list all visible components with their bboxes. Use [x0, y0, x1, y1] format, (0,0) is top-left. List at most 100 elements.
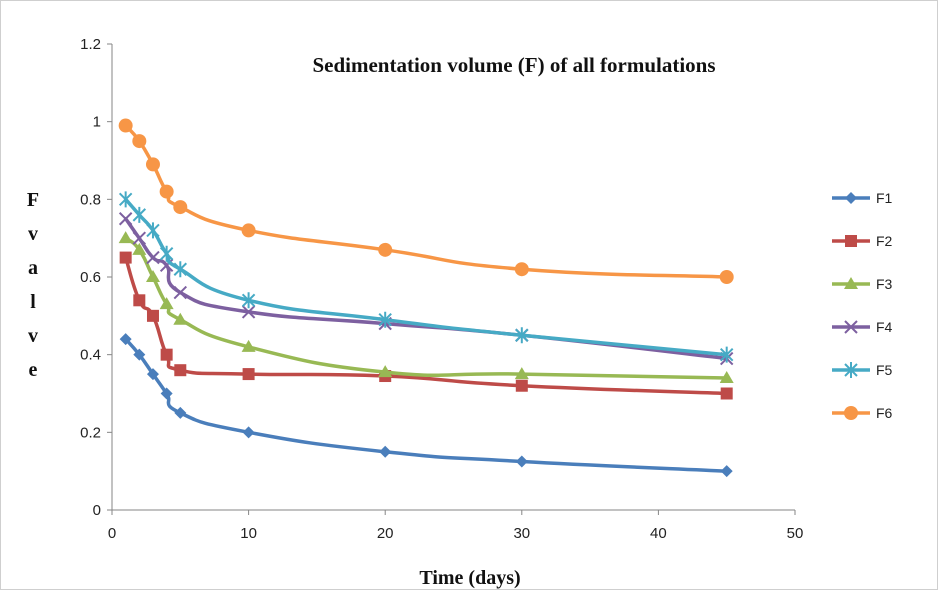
y-tick-label: 0.6: [80, 269, 101, 286]
data-point-f1: [720, 465, 733, 478]
data-point-f3: [173, 312, 188, 325]
data-point-f1: [160, 387, 173, 400]
y-tick-label: 0: [93, 502, 101, 519]
y-tick-label: 1.2: [80, 36, 101, 53]
legend-item-f2: F2: [832, 233, 893, 249]
legend-item-f6: F6: [832, 405, 893, 421]
data-point-f2: [174, 364, 187, 377]
legend-item-f4: F4: [832, 319, 893, 335]
data-point-f5: [118, 191, 133, 208]
y-tick-label: 0.8: [80, 191, 101, 208]
y-axis-title-char: a: [28, 257, 38, 279]
data-point-f5: [173, 261, 188, 278]
x-tick-label: 40: [650, 525, 667, 542]
chart-title: Sedimentation volume (F) of all formulat…: [312, 53, 715, 77]
data-point-f1: [146, 368, 159, 381]
data-point-f6: [378, 242, 393, 257]
data-point-f6: [118, 118, 133, 133]
legend-swatch-marker: [844, 320, 858, 334]
y-axis-title-char: e: [29, 359, 38, 381]
y-axis-title-char: F: [27, 189, 39, 211]
series-f5: [118, 191, 734, 363]
data-point-f2: [242, 368, 255, 381]
data-point-f3: [145, 270, 160, 282]
series-f3: [118, 231, 734, 383]
series-f1: [119, 333, 733, 478]
legend-item-f5: F5: [832, 362, 893, 378]
data-point-f2: [133, 294, 146, 307]
data-point-f1: [379, 445, 392, 458]
y-tick-label: 0.4: [80, 347, 101, 364]
data-point-f3: [719, 370, 734, 383]
data-point-f2: [720, 387, 733, 400]
data-point-f5: [378, 311, 392, 328]
legend-swatch-marker: [844, 406, 858, 420]
data-point-f5: [241, 292, 256, 309]
legend-swatch-marker: [844, 277, 858, 289]
data-point-f6: [719, 270, 734, 284]
x-tick-label: 10: [240, 525, 257, 542]
data-point-f4: [173, 285, 188, 300]
y-tick-label: 0.2: [80, 424, 101, 441]
data-point-f3: [241, 339, 256, 352]
y-tick-label: 1: [93, 114, 101, 131]
legend-label: F1: [876, 190, 893, 206]
data-point-f3: [378, 365, 393, 378]
data-point-f6: [241, 223, 256, 238]
x-tick-label: 50: [787, 525, 804, 542]
legend-label: F4: [876, 319, 893, 335]
x-tick-label: 30: [513, 525, 530, 542]
data-point-f4: [132, 231, 147, 245]
data-point-f3: [159, 297, 174, 310]
y-axis-title-char: l: [30, 291, 36, 313]
data-point-f4: [118, 212, 133, 226]
data-point-f3: [514, 367, 529, 380]
legend-label: F5: [876, 362, 893, 378]
legend-swatch-marker: [844, 362, 858, 378]
data-point-f1: [119, 333, 132, 346]
x-tick-label: 0: [108, 525, 116, 542]
data-point-f1: [515, 455, 528, 468]
data-point-f1: [133, 348, 146, 361]
legend-label: F6: [876, 405, 893, 421]
data-point-f4: [241, 305, 256, 319]
legend-label: F2: [876, 233, 893, 249]
data-point-f6: [173, 200, 188, 215]
x-tick-label: 20: [377, 525, 394, 542]
axes: 0 0.2 0.4 0.6 0.8 1 1.2 0 10 20 30 40 50: [80, 36, 803, 542]
data-point-f3: [132, 242, 147, 255]
legend-swatch-marker: [845, 192, 857, 204]
y-axis-title-char: v: [28, 223, 38, 245]
series-layer: [118, 118, 734, 478]
data-point-f2: [160, 348, 173, 361]
data-point-f3: [118, 231, 133, 244]
data-point-f2: [119, 251, 132, 264]
legend-item-f3: F3: [832, 276, 893, 292]
y-axis-title-char: v: [28, 325, 38, 347]
series-f2: [119, 251, 733, 400]
data-point-f2: [515, 379, 528, 392]
data-point-f5: [719, 346, 734, 363]
data-point-f5: [515, 327, 529, 344]
data-point-f4: [146, 250, 160, 265]
legend-label: F3: [876, 276, 893, 292]
legend-swatch-marker: [845, 235, 857, 247]
data-point-f6: [145, 157, 160, 172]
data-point-f2: [146, 309, 159, 322]
data-point-f6: [159, 184, 174, 199]
legend: F1 F2 F3 F4 F5 F6: [832, 190, 893, 421]
x-axis-title: Time (days): [419, 567, 520, 589]
data-point-f1: [174, 406, 187, 419]
data-point-f5: [146, 222, 160, 239]
data-point-f5: [159, 245, 174, 262]
data-point-f6: [132, 134, 147, 149]
series-f6: [118, 118, 734, 284]
data-point-f6: [514, 262, 529, 277]
legend-item-f1: F1: [832, 190, 893, 206]
data-point-f5: [132, 206, 147, 223]
data-point-f1: [242, 426, 255, 439]
